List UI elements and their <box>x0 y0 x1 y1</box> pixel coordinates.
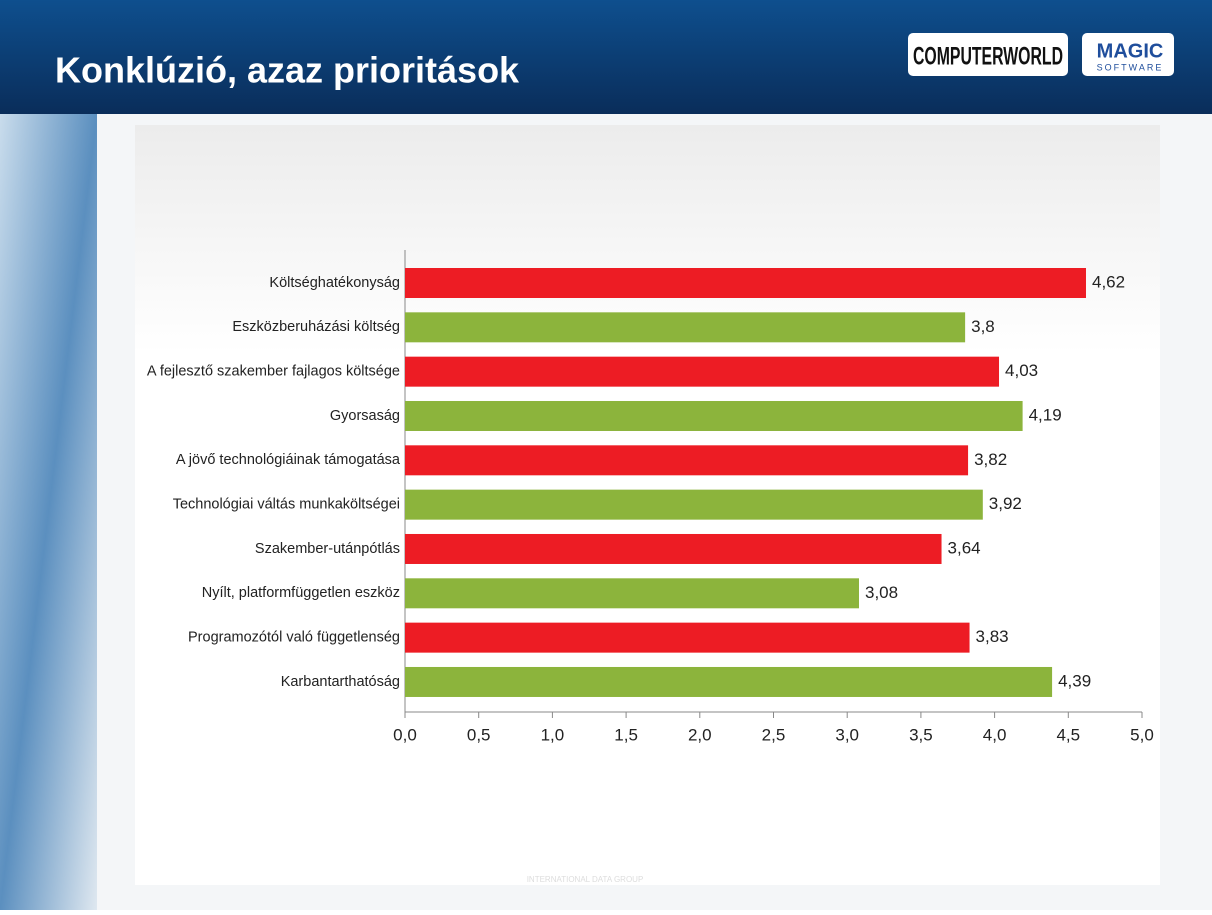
bar <box>405 400 1023 431</box>
value-label: 4,19 <box>1029 405 1062 424</box>
category-label: Nyílt, platformfüggetlen eszköz <box>202 585 400 601</box>
bar <box>405 268 1086 298</box>
bar <box>405 312 966 343</box>
logo-text: SOFTWARE <box>1097 62 1164 72</box>
category-label: A fejlesztő szakember fajlagos költsége <box>147 363 400 379</box>
logo-box <box>1082 33 1174 76</box>
category-label: Költséghatékonyság <box>269 275 400 291</box>
category-label: Eszközberuházási költség <box>232 319 400 335</box>
x-tick-label: 3,0 <box>835 725 859 744</box>
x-tick-label: 4,5 <box>1056 725 1080 744</box>
x-tick-label: 1,5 <box>614 725 638 744</box>
slide-title: Konklúzió, azaz prioritások <box>55 50 520 91</box>
category-label: Gyorsaság <box>330 408 400 424</box>
x-tick-label: 3,5 <box>909 725 933 744</box>
value-label: 3,08 <box>865 583 898 602</box>
bar <box>405 489 983 520</box>
bar <box>405 533 942 564</box>
bar <box>405 622 970 653</box>
logo-text: COMPUTERWORLD <box>913 43 1063 71</box>
value-label: 3,83 <box>976 627 1009 646</box>
value-label: 4,39 <box>1058 671 1091 690</box>
value-label: 3,92 <box>989 494 1022 513</box>
x-tick-label: 5,0 <box>1130 725 1154 744</box>
bar <box>405 666 1053 697</box>
x-tick-label: 1,0 <box>541 725 565 744</box>
bar <box>405 445 969 476</box>
category-label: Szakember-utánpótlás <box>255 541 400 557</box>
value-label: 3,64 <box>948 538 981 557</box>
category-label: Technológiai váltás munkaköltségei <box>173 496 400 512</box>
bar <box>405 578 859 609</box>
value-label: 4,62 <box>1092 272 1125 291</box>
category-label: Karbantarthatóság <box>281 674 400 690</box>
value-label: 3,8 <box>971 317 995 336</box>
category-label: A jövő technológiáinak támogatása <box>176 452 401 468</box>
category-label: Programozótól való függetlenség <box>188 629 400 645</box>
logo-text: MAGIC <box>1097 40 1164 62</box>
logo-box <box>908 33 1068 76</box>
value-label: 3,82 <box>974 450 1007 469</box>
globe-strip <box>0 113 97 910</box>
x-tick-label: 0,0 <box>393 725 417 744</box>
footer-text: INTERNATIONAL DATA GROUP <box>527 875 644 884</box>
x-tick-label: 4,0 <box>983 725 1007 744</box>
x-tick-label: 2,0 <box>688 725 712 744</box>
value-label: 4,03 <box>1005 361 1038 380</box>
x-tick-label: 0,5 <box>467 725 491 744</box>
x-tick-label: 2,5 <box>762 725 786 744</box>
bar <box>405 356 1000 387</box>
